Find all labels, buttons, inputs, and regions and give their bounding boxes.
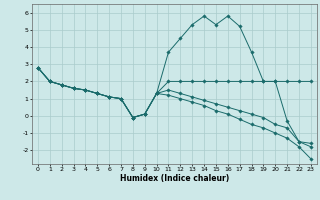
X-axis label: Humidex (Indice chaleur): Humidex (Indice chaleur) bbox=[120, 174, 229, 183]
